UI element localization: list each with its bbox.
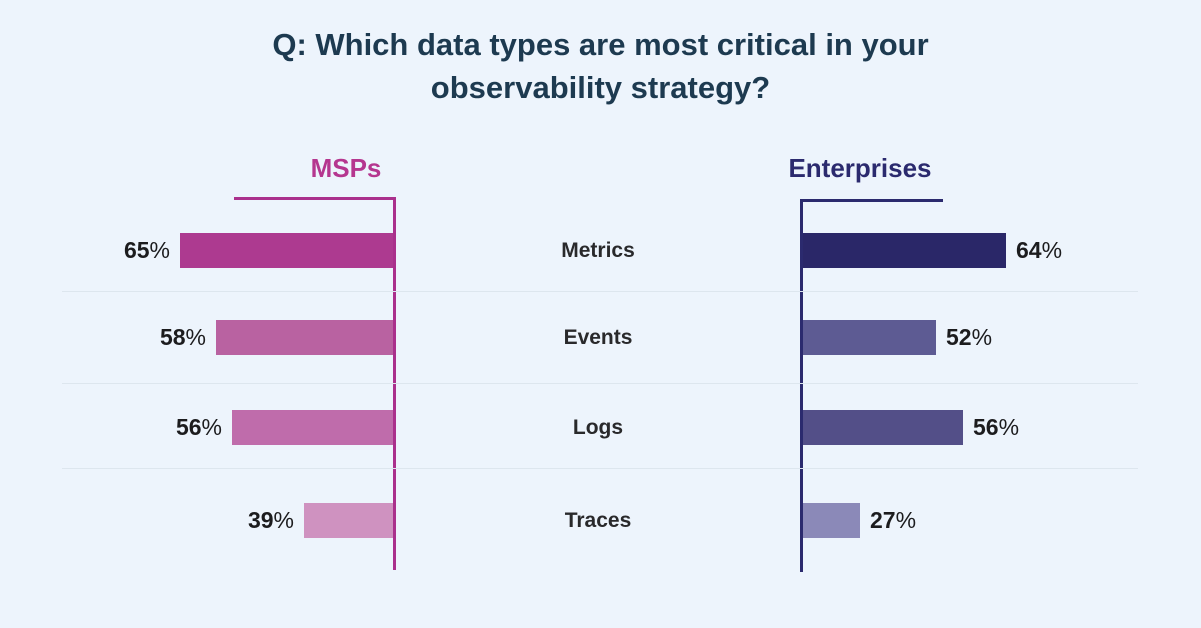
value-number: 52 [946,324,972,350]
percent-sign: % [149,237,170,263]
enterprises-axis-horizontal [800,199,943,202]
msps-bar-group-events: 58% [160,320,393,355]
bar-msps-events [216,320,393,355]
value-enterprises-events: 52% [946,324,992,351]
category-label-logs: Logs [572,415,624,439]
percent-sign: % [201,414,222,440]
value-msps-logs: 56% [176,414,222,441]
chart-row-logs: 56% Logs 56% [0,410,1201,445]
value-enterprises-metrics: 64% [1016,237,1062,264]
chart-row-metrics: 65% Metrics 64% [0,233,1201,268]
legend-msps: MSPs [310,153,382,183]
value-msps-events: 58% [160,324,206,351]
msps-bar-group-traces: 39% [248,503,393,538]
percent-sign: % [998,414,1020,440]
value-enterprises-traces: 27% [870,507,916,534]
enterprises-bar-group-logs: 56% [803,410,1019,445]
chart-title-line1: Q: Which data types are most critical in… [272,27,929,62]
value-number: 58 [159,324,186,350]
msps-axis-horizontal [234,197,396,200]
msps-bar-group-metrics: 65% [124,233,393,268]
value-msps-metrics: 65% [124,237,170,264]
legend-enterprises: Enterprises [788,153,932,183]
chart-row-traces: 39% Traces 27% [0,503,1201,538]
value-msps-traces: 39% [248,507,294,534]
row-divider [62,468,1138,469]
category-label-events: Events [563,325,633,349]
row-divider [62,383,1138,384]
percent-sign: % [273,507,294,533]
value-number: 64 [1016,237,1042,263]
value-number: 65 [123,237,150,263]
enterprises-bar-group-metrics: 64% [803,233,1062,268]
chart-title-line2: observability strategy? [430,70,771,106]
bar-msps-metrics [180,233,393,268]
bar-msps-logs [232,410,393,445]
msps-bar-group-logs: 56% [176,410,393,445]
chart-title: Q: Which data types are most critical in… [0,23,1201,110]
bar-enterprises-events [803,320,936,355]
enterprises-axis-vertical [800,199,803,572]
percent-sign: % [1041,237,1063,263]
category-label-traces: Traces [564,508,632,532]
bar-enterprises-metrics [803,233,1006,268]
bar-msps-traces [304,503,393,538]
bar-enterprises-logs [803,410,963,445]
value-enterprises-logs: 56% [973,414,1019,441]
value-number: 39 [247,507,274,533]
category-label-metrics: Metrics [561,238,635,262]
value-number: 27 [870,507,896,533]
bar-enterprises-traces [803,503,860,538]
enterprises-bar-group-events: 52% [803,320,992,355]
percent-sign: % [895,507,917,533]
percent-sign: % [185,324,206,350]
chart-row-events: 58% Events 52% [0,320,1201,355]
value-number: 56 [973,414,999,440]
enterprises-bar-group-traces: 27% [803,503,916,538]
percent-sign: % [971,324,993,350]
row-divider [62,291,1138,292]
value-number: 56 [175,414,202,440]
